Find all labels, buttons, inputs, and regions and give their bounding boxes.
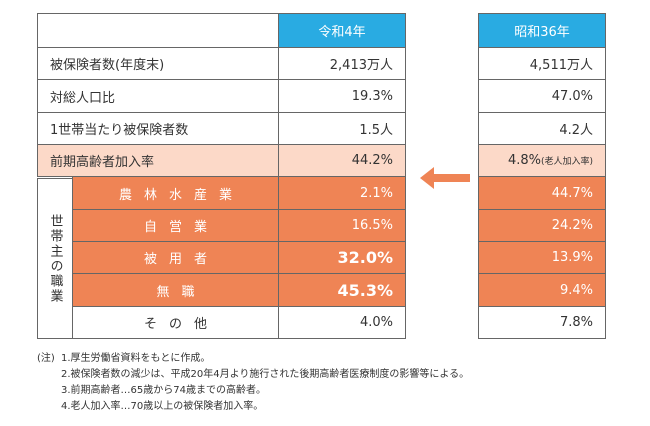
row-value: 4.2人 bbox=[478, 111, 606, 146]
value-text: 4,511万人 bbox=[529, 58, 593, 74]
right-header: 昭和36年 bbox=[478, 13, 606, 48]
left-header: 令和4年 bbox=[278, 13, 406, 48]
value-text: 47.0% bbox=[551, 88, 593, 104]
value-text: 44.7% bbox=[551, 185, 593, 201]
row-value: 7.8% bbox=[478, 305, 606, 340]
row-label: 自営業 bbox=[72, 208, 279, 243]
row-value: 2.1% bbox=[278, 176, 406, 210]
value-text: 7.8% bbox=[559, 314, 593, 330]
value-text: 4.8% bbox=[507, 153, 541, 169]
header-empty bbox=[37, 13, 279, 48]
row-value: 24.2% bbox=[478, 208, 606, 243]
row-value: 47.0% bbox=[478, 79, 606, 113]
row-value: 13.9% bbox=[478, 241, 606, 275]
row-value: 1.5人 bbox=[278, 111, 406, 146]
value-text: 24.2% bbox=[551, 217, 593, 233]
row-label: 前期高齢者加入率 bbox=[37, 144, 279, 178]
arrow bbox=[420, 167, 470, 189]
row-value: 4.0% bbox=[278, 305, 406, 340]
notes-prefix: (注) bbox=[37, 353, 55, 364]
value-text: 9.4% bbox=[559, 282, 593, 298]
row-label: 被保険者数(年度末) bbox=[37, 47, 279, 81]
row-value: 16.5% bbox=[278, 208, 406, 243]
note-item: 2.被保険者数の減少は、平成20年4月より施行された後期高齢者医療制度の影響等に… bbox=[61, 369, 470, 380]
row-label: 農林水産業 bbox=[72, 176, 279, 210]
row-value: 4,511万人 bbox=[478, 47, 606, 81]
row-label: 無職 bbox=[72, 273, 279, 307]
row-value: 44.7% bbox=[478, 176, 606, 210]
value-note: (老人加入率) bbox=[540, 157, 593, 168]
note-item: 1.厚生労働省資料をもとに作成。 bbox=[61, 353, 211, 364]
row-value: 45.3% bbox=[278, 273, 406, 307]
row-label: 1世帯当たり被保険者数 bbox=[37, 111, 279, 146]
row-label: その他 bbox=[72, 305, 279, 340]
row-value: 2,413万人 bbox=[278, 47, 406, 81]
row-value: 32.0% bbox=[278, 241, 406, 275]
group-label: 世帯主の職業 bbox=[37, 178, 73, 339]
row-value: 44.2% bbox=[278, 144, 406, 178]
row-value: 19.3% bbox=[278, 79, 406, 113]
row-value: 9.4% bbox=[478, 273, 606, 307]
row-value: 4.8% (老人加入率) bbox=[478, 144, 606, 178]
value-text: 4.2人 bbox=[559, 122, 593, 138]
value-text: 13.9% bbox=[551, 250, 593, 266]
note-item: 3.前期高齢者…65歳から74歳までの高齢者。 bbox=[61, 385, 266, 396]
row-label: 被用者 bbox=[72, 241, 279, 275]
row-label: 対総人口比 bbox=[37, 79, 279, 113]
note-item: 4.老人加入率…70歳以上の被保険者加入率。 bbox=[61, 401, 264, 412]
